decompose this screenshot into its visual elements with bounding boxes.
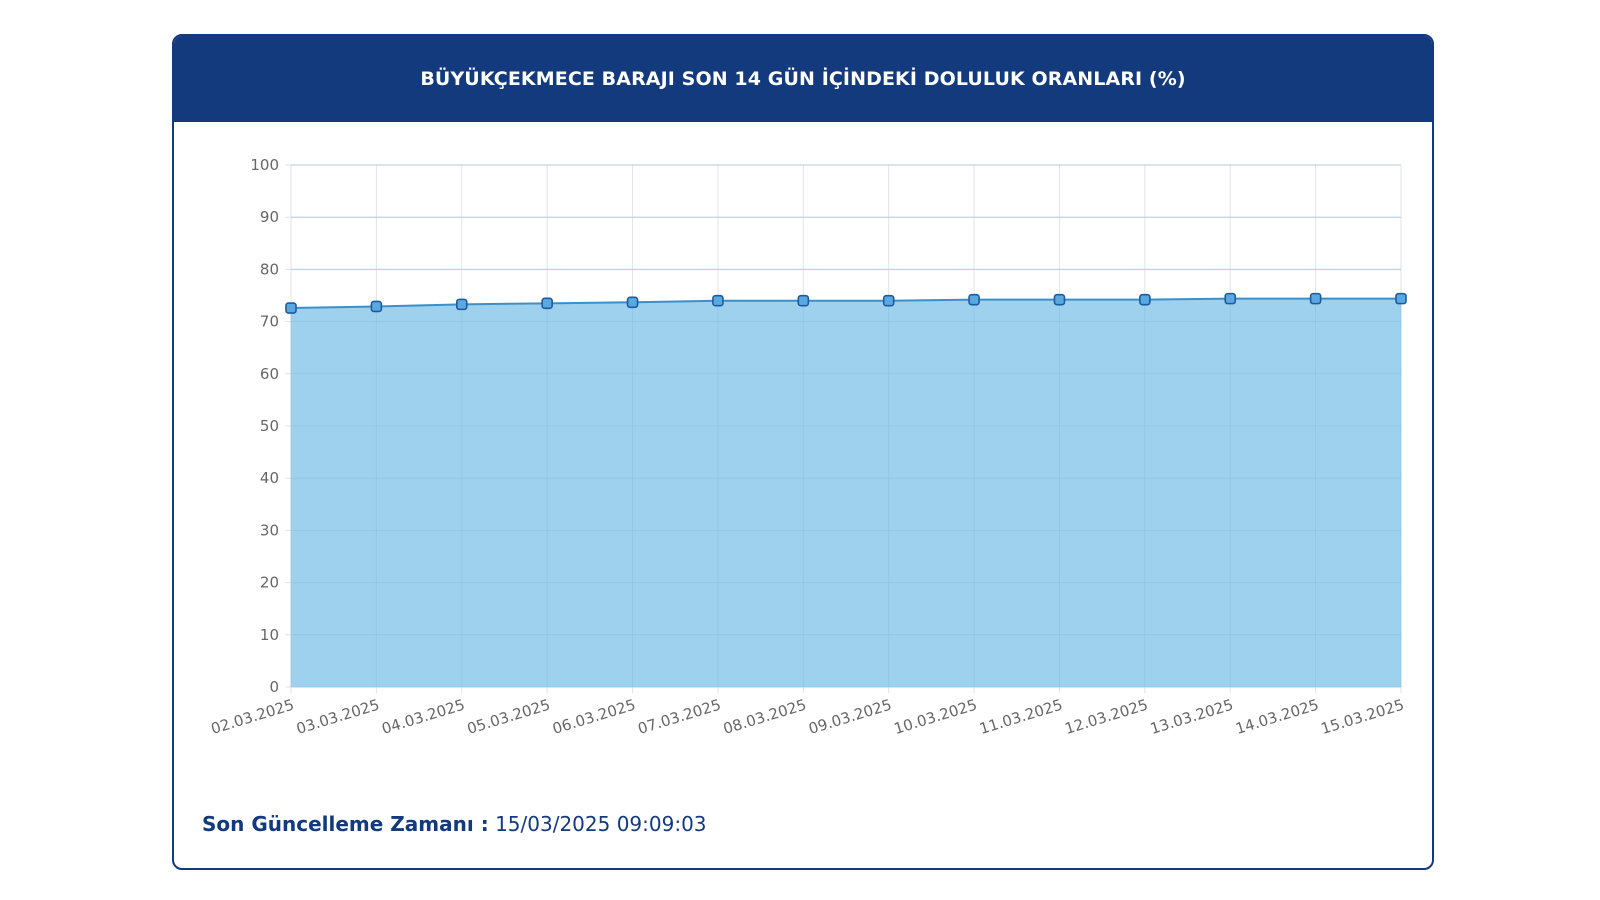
data-point <box>455 298 468 311</box>
data-point <box>1053 293 1066 306</box>
x-tick-label: 15.03.2025 <box>1319 696 1406 738</box>
y-tick-label: 50 <box>260 417 279 435</box>
data-point <box>712 294 724 307</box>
last-update-label: Son Güncelleme Zamanı : <box>202 812 489 836</box>
x-tick-label: 08.03.2025 <box>721 696 808 738</box>
data-point <box>541 297 553 310</box>
x-tick-label: 06.03.2025 <box>550 696 637 738</box>
x-tick-label: 13.03.2025 <box>1148 696 1235 738</box>
x-tick-label: 04.03.2025 <box>380 696 467 738</box>
data-point <box>1395 292 1407 305</box>
card-header: BÜYÜKÇEKMECE BARAJI SON 14 GÜN İÇİNDEKİ … <box>174 36 1432 122</box>
y-tick-label: 100 <box>250 156 279 174</box>
series-area-fill <box>291 298 1401 687</box>
series-line <box>290 297 1401 310</box>
data-point <box>797 294 810 307</box>
chart-series <box>290 164 1402 688</box>
data-point <box>626 296 639 309</box>
chart-card: BÜYÜKÇEKMECE BARAJI SON 14 GÜN İÇİNDEKİ … <box>172 34 1434 870</box>
x-tick-label: 10.03.2025 <box>892 696 979 738</box>
data-point <box>968 293 980 306</box>
x-tick-label: 11.03.2025 <box>977 696 1064 738</box>
x-tick-label: 12.03.2025 <box>1063 696 1150 738</box>
x-tick-label: 03.03.2025 <box>294 696 381 738</box>
x-tick-label: 09.03.2025 <box>806 696 893 738</box>
x-tick-label: 14.03.2025 <box>1233 696 1320 738</box>
data-point <box>1224 292 1237 305</box>
data-point <box>1309 292 1322 305</box>
y-tick-label: 10 <box>260 626 279 644</box>
data-point <box>370 300 383 313</box>
last-update-value: 15/03/2025 09:09:03 <box>495 812 707 836</box>
y-tick-label: 80 <box>260 260 279 278</box>
y-tick-label: 40 <box>260 469 279 487</box>
y-tick-label: 20 <box>260 574 279 592</box>
y-tick-label: 0 <box>269 678 279 696</box>
chart-markers <box>285 292 1407 314</box>
y-tick-label: 30 <box>260 521 279 539</box>
data-point <box>1139 293 1151 306</box>
y-tick-label: 70 <box>260 313 279 331</box>
last-update: Son Güncelleme Zamanı : 15/03/2025 09:09… <box>202 812 707 836</box>
x-tick-label: 05.03.2025 <box>465 696 552 738</box>
x-tick-label: 02.03.2025 <box>209 696 296 738</box>
chart-area: 0 10 20 30 40 50 60 70 80 90 100 02.03.202503.03.20… <box>209 156 1407 738</box>
data-point <box>285 302 297 314</box>
x-tick-label: 07.03.2025 <box>636 696 723 738</box>
chart-title: BÜYÜKÇEKMECE BARAJI SON 14 GÜN İÇİNDEKİ … <box>420 68 1186 90</box>
y-tick-label: 90 <box>260 208 279 226</box>
y-tick-label: 60 <box>260 365 279 383</box>
data-point <box>882 294 895 307</box>
